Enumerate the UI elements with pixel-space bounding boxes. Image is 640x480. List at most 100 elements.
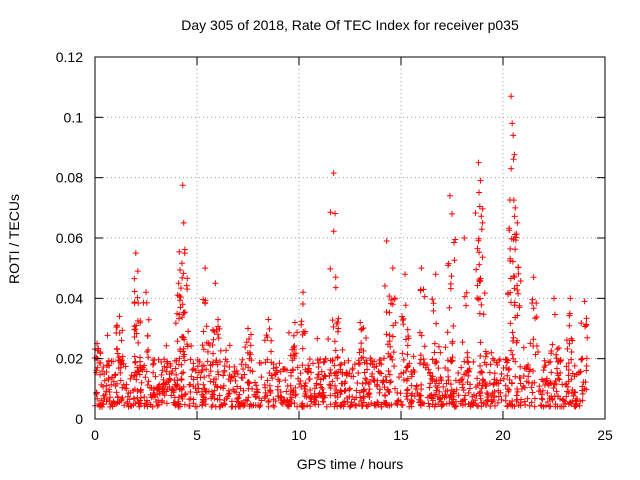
data-point: [333, 386, 340, 393]
data-point: [299, 301, 306, 308]
data-point: [198, 369, 205, 376]
data-point: [565, 367, 572, 374]
data-point: [291, 400, 298, 407]
y-tick-label: 0: [75, 411, 83, 427]
data-point: [132, 369, 139, 376]
data-point: [287, 391, 294, 398]
data-point: [343, 369, 350, 376]
data-point: [140, 299, 147, 306]
data-point: [311, 385, 318, 392]
data-point: [131, 372, 138, 379]
data-point: [190, 360, 197, 367]
data-point: [108, 400, 115, 407]
data-point: [474, 245, 481, 252]
data-point: [360, 354, 367, 361]
data-point: [404, 396, 411, 403]
data-point: [172, 381, 179, 388]
data-point: [119, 384, 126, 391]
data-point: [417, 287, 424, 294]
data-point: [386, 309, 393, 316]
data-point: [200, 346, 207, 353]
data-point: [447, 391, 454, 398]
data-point: [480, 311, 487, 318]
data-point: [531, 395, 538, 402]
data-point: [253, 382, 260, 389]
data-point: [287, 382, 294, 389]
data-point: [235, 399, 242, 406]
data-point: [214, 384, 221, 391]
data-point: [461, 371, 468, 378]
data-point: [327, 209, 334, 216]
data-point: [341, 401, 348, 408]
x-tick-label: 20: [495, 427, 511, 443]
data-point: [516, 304, 523, 311]
data-point: [418, 386, 425, 393]
data-point: [391, 363, 398, 370]
data-point: [132, 326, 139, 333]
data-point: [514, 286, 521, 293]
data-point: [114, 399, 121, 406]
data-point: [115, 357, 122, 364]
data-point: [179, 182, 186, 189]
data-point: [154, 391, 161, 398]
data-point: [327, 265, 334, 272]
data-point: [180, 353, 187, 360]
data-point: [478, 301, 485, 308]
data-point: [486, 369, 493, 376]
data-point: [306, 376, 313, 383]
data-point: [199, 391, 206, 398]
data-point: [161, 392, 168, 399]
data-point: [529, 296, 536, 303]
data-point: [416, 399, 423, 406]
data-point: [291, 319, 298, 326]
data-point: [210, 336, 217, 343]
data-point: [200, 328, 207, 335]
data-point: [378, 361, 385, 368]
data-point: [305, 369, 312, 376]
data-point: [388, 353, 395, 360]
data-point: [145, 347, 152, 354]
data-point: [570, 393, 577, 400]
data-point: [460, 387, 467, 394]
data-point: [400, 376, 407, 383]
data-point: [450, 323, 457, 330]
data-point: [373, 383, 380, 390]
data-point: [137, 318, 144, 325]
data-point: [554, 393, 561, 400]
x-tick-label: 15: [393, 427, 409, 443]
data-point: [476, 249, 483, 256]
data-point: [143, 289, 149, 296]
y-tick-label: 0.08: [56, 170, 83, 186]
data-point: [330, 228, 337, 235]
data-point: [114, 380, 121, 387]
data-point: [506, 400, 513, 407]
data-point: [535, 388, 542, 395]
data-point: [314, 357, 321, 364]
data-point: [180, 270, 187, 277]
data-point: [545, 359, 552, 366]
data-point: [566, 312, 573, 319]
data-point: [562, 381, 569, 388]
data-point: [346, 403, 353, 410]
data-point: [216, 392, 223, 399]
data-point: [337, 402, 344, 409]
data-point: [390, 322, 397, 329]
data-point: [472, 397, 479, 404]
data-point: [122, 385, 129, 392]
data-point: [557, 369, 564, 376]
data-point: [283, 399, 290, 406]
data-point: [541, 357, 548, 364]
data-point: [317, 376, 324, 383]
data-point: [377, 356, 384, 363]
data-point: [437, 349, 444, 356]
data-point: [443, 393, 450, 400]
data-point: [414, 389, 421, 396]
data-point: [476, 189, 483, 196]
data-point: [470, 358, 477, 365]
data-point: [354, 379, 361, 386]
data-point: [124, 398, 131, 405]
data-point: [276, 360, 283, 367]
data-point: [114, 350, 121, 357]
data-point: [475, 159, 482, 166]
data-point: [459, 398, 466, 405]
